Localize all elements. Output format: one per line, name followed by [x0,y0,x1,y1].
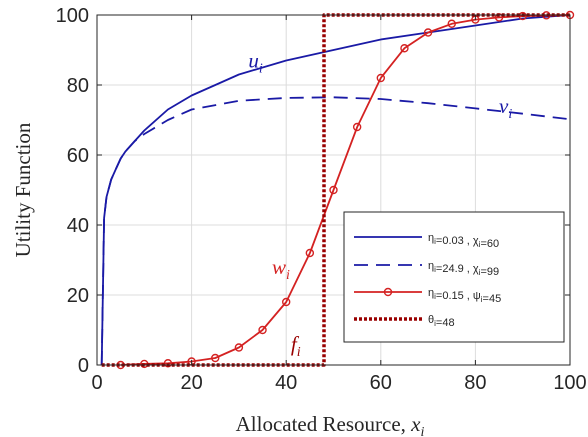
curve-annotation-2: vi [499,94,512,122]
series-line-2 [100,96,571,366]
x-tick-label: 60 [370,372,392,394]
legend-label-1: ηi=0.03 , χi=60 [428,232,499,250]
data-point [211,353,220,363]
data-point [329,185,338,195]
x-tick-label: 20 [180,372,202,394]
y-tick-label: 20 [67,285,89,307]
x-tick-label: 0 [91,372,102,394]
y-tick-label: 60 [67,145,89,167]
y-tick-label: 40 [67,215,89,237]
plot-frame [96,14,571,366]
data-point [423,28,433,37]
curve-annotation-3: wi [272,255,290,283]
curve-annotations: ui vi wi fi [248,49,512,361]
curve-annotation-1: ui [248,49,262,77]
x-axis-label: Allocated Resource, xi [236,412,425,437]
legend-marker [383,287,393,297]
tick-labels: 0 20 40 60 80 100 0 20 40 60 80 100 [56,5,587,394]
curve-annotation-4: fi [291,332,301,360]
legend-label-4: θi=48 [428,314,455,329]
series-lines [100,10,575,370]
data-point [234,343,244,352]
legend-label-2: ηi=24.9 , χi=99 [428,260,499,278]
legend-label-3: ηi=0.15 , ψi=45 [428,287,501,305]
x-tick-label: 80 [464,372,486,394]
y-tick-label: 80 [67,75,89,97]
data-point [352,122,362,132]
legend: ηi=0.03 , χi=60 ηi=24.9 , χi=99 ηi=0.15 , … [343,211,565,343]
x-tick-label: 100 [553,372,586,394]
data-point [282,297,291,307]
y-axis-label: Utility Function [11,122,35,257]
y-tick-label: 100 [56,5,89,27]
y-tick-label: 0 [78,355,89,377]
data-point [376,73,385,83]
data-point [400,44,409,53]
x-tick-label: 40 [275,372,297,394]
data-point [305,248,315,258]
data-point [258,325,267,335]
data-point [447,19,456,28]
